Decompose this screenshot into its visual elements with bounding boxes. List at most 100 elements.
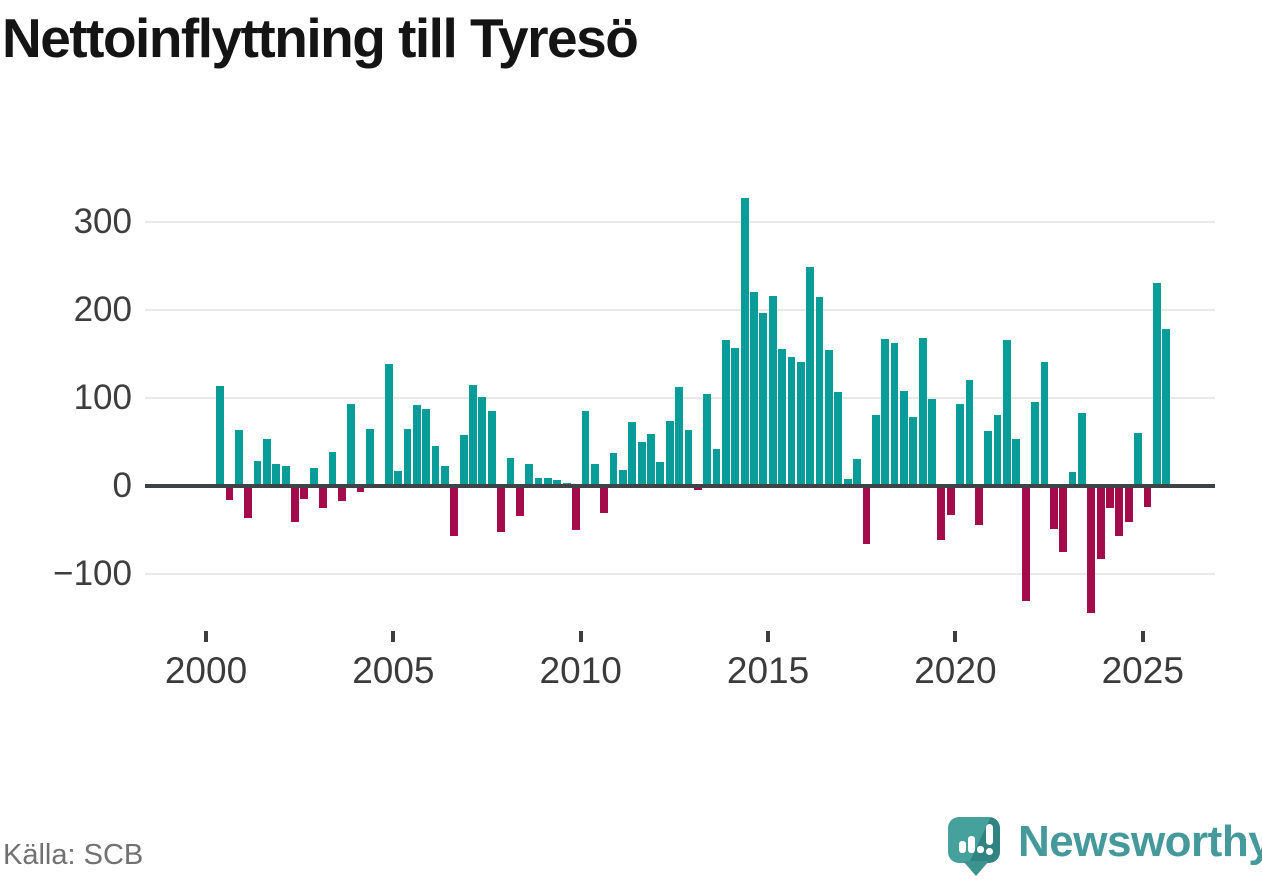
bar-2014q1 (731, 348, 740, 486)
bar-2012q2 (665, 421, 674, 486)
bar-2007q1 (469, 385, 477, 486)
bar-2020q3 (974, 485, 983, 526)
y-axis-label-100: 100 (73, 377, 132, 417)
bar-2006q3 (450, 485, 459, 536)
bar-2020q2 (965, 379, 974, 486)
x-axis-label-2010: 2010 (539, 650, 622, 691)
bar-2019q4 (946, 485, 955, 516)
logo-chart-bar-icon (977, 846, 984, 853)
bar-2009q2 (553, 480, 562, 486)
x-axis-tick-2025 (1140, 631, 1145, 642)
bar-2012q3 (675, 386, 683, 486)
bar-2016q4 (834, 392, 843, 486)
bar-2011q2 (628, 422, 637, 486)
bar-2014q2 (740, 197, 749, 486)
bar-2006q1 (431, 445, 440, 486)
bar-2000q4 (234, 430, 243, 486)
bar-2003q2 (328, 452, 337, 486)
x-axis-zero-line (145, 483, 1215, 488)
bar-2005q2 (403, 429, 412, 486)
bar-2017q2 (853, 459, 861, 486)
speech-bubble-tail-icon (963, 861, 989, 876)
bar-2003q1 (319, 485, 327, 508)
bar-2008q2 (515, 485, 524, 517)
bar-2014q3 (750, 291, 758, 486)
bar-2022q2 (1040, 362, 1049, 486)
gridline-200 (145, 308, 1215, 311)
bar-2011q1 (618, 469, 627, 486)
x-axis-label-2020: 2020 (914, 650, 997, 691)
y-axis-label--100: −100 (53, 553, 132, 593)
bar-2011q4 (647, 433, 655, 486)
bar-2001q4 (272, 464, 281, 486)
x-axis-label-2025: 2025 (1101, 650, 1184, 691)
bar-2002q1 (281, 466, 290, 486)
y-axis-label-300: 300 (73, 201, 132, 241)
bar-2025q2 (1152, 283, 1161, 486)
bar-2024q3 (1124, 485, 1133, 523)
bar-2021q4 (1021, 485, 1030, 601)
bar-2020q1 (956, 403, 964, 486)
bar-2021q1 (993, 415, 1002, 486)
bar-2003q4 (347, 403, 356, 486)
x-axis-label-2000: 2000 (164, 650, 248, 691)
bar-2002q3 (300, 485, 309, 499)
bar-2008q4 (534, 477, 543, 486)
bar-2006q4 (459, 435, 468, 486)
bar-2008q3 (525, 464, 534, 486)
bar-2004q4 (384, 364, 393, 486)
bar-2010q2 (590, 464, 599, 486)
y-axis-label-200: 200 (73, 289, 132, 329)
newsworthy-speech-bubble-icon (948, 817, 1000, 863)
x-axis-tick-2010 (578, 631, 583, 642)
bar-2012q1 (656, 461, 665, 486)
bar-2016q3 (825, 349, 833, 486)
bar-2023q1 (1068, 472, 1077, 486)
bar-2006q2 (440, 466, 449, 486)
bar-2015q2 (778, 349, 786, 486)
gridline-300 (145, 220, 1215, 223)
bar-2016q1 (806, 267, 815, 486)
x-axis-label-2015: 2015 (726, 650, 810, 691)
bar-2024q4 (1134, 432, 1142, 486)
bar-2023q3 (1087, 485, 1096, 614)
bar-2023q4 (1096, 485, 1105, 559)
x-axis-tick-2020 (953, 631, 958, 642)
bar-2022q3 (1049, 485, 1058, 529)
chart-title: Nettoinflyttning till Tyresö (2, 7, 639, 69)
bar-2002q2 (291, 485, 299, 523)
bar-2022q4 (1059, 485, 1068, 552)
bar-2002q4 (309, 467, 318, 486)
bar-2013q4 (722, 340, 730, 486)
bar-2000q3 (225, 485, 234, 501)
bar-2012q4 (684, 430, 693, 486)
bar-2010q3 (600, 485, 609, 513)
x-axis-tick-2000 (204, 631, 208, 642)
bar-2018q3 (899, 391, 908, 486)
bar-2019q3 (937, 485, 946, 541)
bar-2001q1 (244, 485, 253, 519)
bar-2013q3 (712, 448, 721, 486)
x-axis-tick-2005 (391, 631, 396, 642)
bar-2009q4 (572, 485, 580, 531)
gridline--100 (145, 572, 1215, 575)
x-axis-tick-2015 (766, 631, 771, 642)
bar-2003q3 (337, 485, 346, 502)
bar-2008q1 (506, 458, 515, 486)
logo-exclamation-icon (986, 824, 993, 845)
y-axis-label-0: 0 (112, 465, 132, 505)
bar-2004q2 (366, 429, 374, 486)
x-axis-label-2005: 2005 (352, 650, 435, 691)
logo-chart-bar-icon (968, 836, 975, 853)
bar-2024q1 (1106, 485, 1114, 508)
bar-2020q4 (984, 430, 993, 486)
bar-2010q4 (609, 452, 618, 486)
bar-2015q4 (796, 362, 805, 486)
source-caption: Källa: SCB (3, 839, 144, 871)
newsworthy-logo: Newsworthy (948, 815, 1262, 879)
bar-2013q2 (703, 393, 712, 486)
bar-2018q4 (909, 416, 918, 486)
bar-2015q1 (768, 296, 777, 486)
bar-2019q2 (928, 399, 936, 486)
